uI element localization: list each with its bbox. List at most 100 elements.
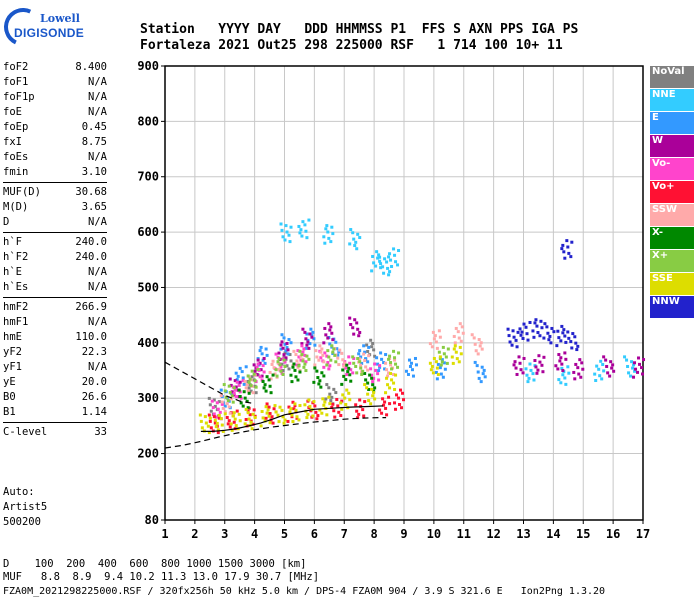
echo-point-x-: [226, 399, 230, 403]
echo-point-e: [439, 372, 443, 376]
echo-point-vo-: [387, 395, 391, 399]
echo-point-ssw: [313, 363, 317, 367]
echo-point-ssw: [459, 339, 463, 343]
echo-point-w: [357, 334, 361, 338]
echo-point-e: [380, 357, 384, 361]
echo-point-noval: [217, 400, 221, 404]
echo-point-w: [329, 325, 333, 329]
echo-point-w: [512, 363, 516, 367]
echo-point-vo-: [291, 400, 295, 404]
echo-point-vo-: [286, 419, 290, 423]
echo-point-ssw: [223, 410, 227, 414]
echo-point-vo-: [374, 368, 378, 372]
echo-point-nne: [355, 247, 359, 251]
echo-point-w: [356, 327, 360, 331]
echo-point-vo-: [381, 397, 385, 401]
echo-point-x-: [293, 368, 297, 372]
echo-point-w: [232, 393, 236, 397]
echo-point-ssw: [301, 357, 305, 361]
param-divider: [3, 297, 107, 298]
echo-point-e: [358, 349, 362, 353]
echo-point-w: [608, 374, 612, 378]
echo-point-nne: [356, 232, 360, 236]
echo-point-noval: [370, 345, 374, 349]
param-value: 8.75: [81, 136, 107, 148]
echo-point-w: [328, 328, 332, 332]
echo-point-sse: [340, 407, 344, 411]
echo-point-nnw: [514, 338, 518, 342]
echo-point-nnw: [506, 327, 510, 331]
echo-point-nne: [377, 253, 381, 257]
echo-point-e: [413, 356, 417, 360]
echo-point-w: [252, 363, 256, 367]
echo-point-sse: [432, 356, 436, 360]
legend-item: Vo-: [650, 158, 694, 180]
echo-point-e: [414, 363, 418, 367]
echo-point-nne: [599, 359, 603, 363]
echo-point-sse: [283, 418, 287, 422]
echo-point-vo-: [388, 402, 392, 406]
echo-point-vo-: [270, 415, 274, 419]
param-name: yF2: [3, 346, 22, 358]
param-row: C-level 33: [3, 425, 107, 440]
echo-point-sse: [266, 408, 270, 412]
echo-point-sse: [214, 425, 218, 429]
echo-point-w: [610, 366, 614, 370]
echo-point-noval: [212, 398, 216, 402]
echo-point-noval: [327, 386, 331, 390]
echo-point-nne: [631, 366, 635, 370]
echo-point-vo-: [248, 413, 252, 417]
echo-point-x-: [228, 391, 232, 395]
x-tick-label: 13: [516, 527, 530, 541]
echo-point-w: [255, 372, 259, 376]
echo-point-x-: [346, 370, 350, 374]
param-name: M(D): [3, 201, 29, 213]
echo-point-e: [238, 366, 242, 370]
echo-point-nne: [392, 247, 396, 251]
echo-point-sse: [431, 371, 435, 375]
echo-point-e: [363, 350, 367, 354]
echo-point-vo-: [316, 414, 320, 418]
echo-point-e: [305, 332, 309, 336]
echo-point-w: [322, 341, 326, 345]
echo-point-sse: [372, 391, 376, 395]
trace-profile: [200, 405, 384, 432]
echo-point-w: [581, 367, 585, 371]
echo-point-e: [357, 352, 361, 356]
param-row: B0 26.6: [3, 390, 107, 405]
echo-point-ssw: [337, 363, 341, 367]
echo-point-vo-: [220, 402, 224, 406]
echo-point-e: [289, 341, 293, 345]
echo-point-nne: [379, 262, 383, 266]
echo-point-w: [612, 369, 616, 373]
echo-point-nne: [358, 236, 362, 240]
echo-point-w: [256, 358, 260, 362]
echo-point-sse: [328, 402, 332, 406]
echo-point-ssw: [273, 372, 277, 376]
echo-point-x-: [394, 362, 398, 366]
echo-point-noval: [287, 367, 291, 371]
echo-point-nne: [303, 223, 307, 227]
echo-point-x-: [329, 358, 333, 362]
echo-point-vo-: [271, 421, 275, 425]
echo-point-noval: [213, 404, 217, 408]
echo-point-sse: [282, 421, 286, 425]
echo-point-e: [284, 349, 288, 353]
echo-point-nnw: [566, 245, 570, 249]
echo-point-nne: [323, 241, 327, 245]
echo-point-vo-: [345, 372, 349, 376]
echo-point-ssw: [363, 359, 367, 363]
echo-point-nne: [633, 369, 637, 373]
echo-point-vo-: [344, 366, 348, 370]
x-tick-label: 5: [281, 527, 288, 541]
echo-point-x-: [278, 363, 282, 367]
echo-point-e: [443, 367, 447, 371]
echo-point-nne: [387, 255, 391, 259]
echo-point-sse: [251, 412, 255, 416]
echo-point-e: [362, 344, 366, 348]
echo-point-ssw: [393, 358, 397, 362]
echo-point-e: [259, 345, 263, 349]
echo-point-ssw: [384, 361, 388, 365]
y-tick-label: 80: [145, 513, 159, 527]
echo-point-vo-: [362, 414, 366, 418]
